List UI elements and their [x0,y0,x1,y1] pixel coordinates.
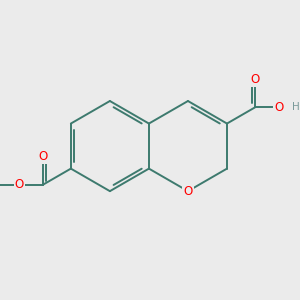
Text: O: O [183,184,193,198]
Text: O: O [250,73,260,86]
Text: H: H [292,102,299,112]
Text: O: O [15,178,24,191]
Text: O: O [274,101,283,114]
Text: O: O [38,150,47,164]
